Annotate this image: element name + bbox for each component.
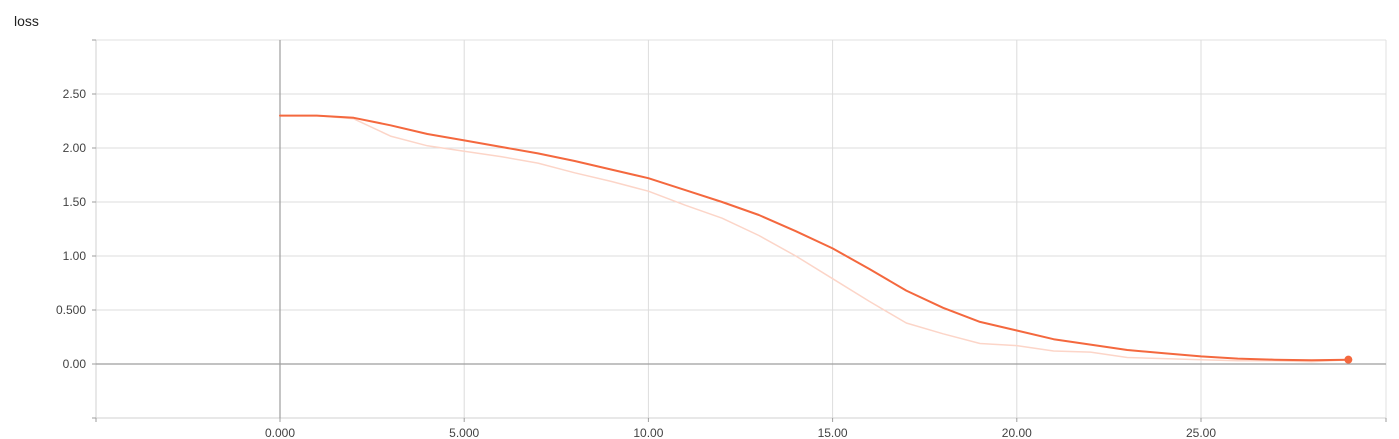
tick-labels: 0.00 0.500 1.00 1.50 2.00 2.50 0.000 5.000 10.00…: [56, 87, 1216, 439]
series-layer: [279, 114, 1353, 364]
y-tick-label: 1.50: [63, 195, 87, 209]
y-tick-label: 0.00: [63, 357, 87, 371]
y-tick-label: 0.500: [56, 303, 86, 317]
smoothed-loss-line: [279, 114, 1350, 362]
last-point-marker: [1344, 355, 1353, 364]
raw-loss-line: [279, 114, 1350, 363]
x-tick-label: 15.00: [818, 426, 848, 439]
x-tick-label: 20.00: [1002, 426, 1032, 439]
y-tick-label: 1.00: [63, 249, 87, 263]
x-tick-label: 25.00: [1186, 426, 1216, 439]
chart-title: loss: [14, 13, 39, 29]
axes: [92, 39, 1387, 422]
y-tick-label: 2.00: [63, 141, 87, 155]
grid-lines: [96, 39, 1387, 418]
x-tick-label: 5.000: [449, 426, 479, 439]
x-tick-label: 0.000: [265, 426, 295, 439]
y-tick-label: 2.50: [63, 87, 87, 101]
x-tick-label: 10.00: [633, 426, 663, 439]
